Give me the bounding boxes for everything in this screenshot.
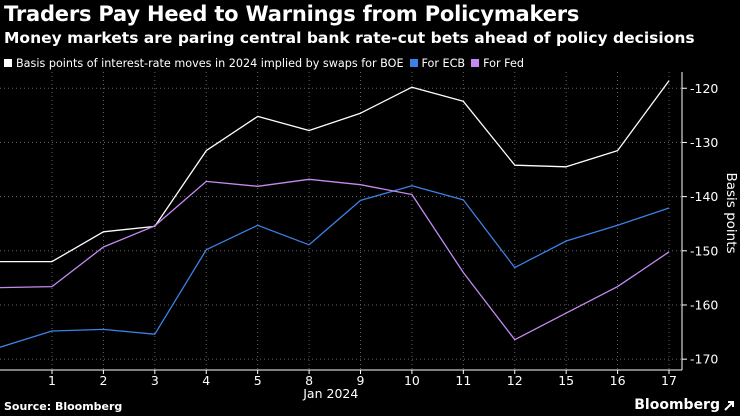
bloomberg-logo: Bloomberg: [634, 397, 720, 413]
legend: Basis points of interest-rate moves in 2…: [4, 56, 524, 70]
x-tick-label: 9: [357, 373, 365, 388]
x-axis-label: Jan 2024: [302, 386, 358, 401]
x-tick-label: 15: [558, 373, 574, 388]
legend-label-ecb: For ECB: [421, 56, 466, 70]
y-tick-label: -150: [690, 243, 718, 258]
x-tick-label: 3: [151, 373, 159, 388]
y-tick-label: -120: [690, 81, 718, 96]
x-tick-label: 1: [48, 373, 56, 388]
y-tick-label: -130: [690, 135, 718, 150]
series-line-fed: [0, 178, 670, 341]
x-tick-label: 10: [404, 373, 420, 388]
legend-swatch-ecb: [409, 59, 418, 67]
legend-item-fed: For Fed: [471, 57, 524, 70]
series-line-ecb: [0, 185, 670, 348]
legend-swatch-boe: [4, 59, 12, 67]
y-tick-label: -170: [690, 352, 718, 367]
chart-title: Traders Pay Heed to Warnings from Policy…: [4, 2, 580, 26]
x-tick-label: 4: [202, 373, 210, 388]
x-tick-label: 8: [305, 373, 313, 388]
y-tick-label: -160: [690, 297, 718, 312]
x-tick-label: 17: [661, 373, 677, 388]
legend-swatch-fed: [471, 59, 480, 67]
y-axis-label: Basis points: [723, 172, 739, 253]
series-line-boe: [0, 80, 670, 263]
arrow-mark-icon: [724, 401, 734, 411]
chart-subtitle: Money markets are paring central bank ra…: [4, 29, 695, 47]
y-tick-label: -140: [690, 189, 718, 204]
x-tick-label: 11: [455, 373, 471, 388]
x-tick-label: 2: [99, 373, 107, 388]
source-note: Source: Bloomberg: [4, 400, 123, 413]
legend-label-boe: Basis points of interest-rate moves in 2…: [16, 56, 404, 70]
x-tick-label: 16: [610, 373, 626, 388]
legend-label-fed: For Fed: [483, 56, 524, 70]
legend-item-boe: Basis points of interest-rate moves in 2…: [4, 57, 404, 70]
legend-item-ecb: For ECB: [409, 56, 466, 70]
x-tick-label: 5: [254, 373, 262, 388]
x-tick-label: 12: [507, 373, 523, 388]
